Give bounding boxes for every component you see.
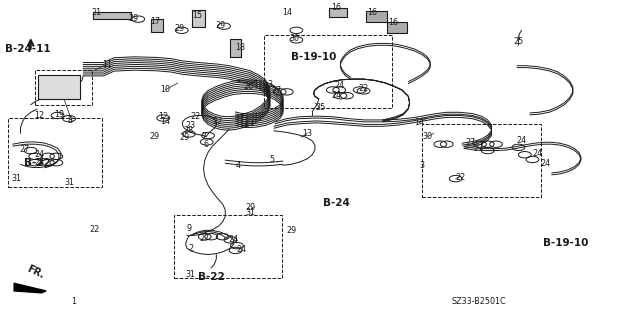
Text: 15: 15 bbox=[192, 11, 202, 20]
Bar bbox=[230, 39, 241, 57]
Text: FR.: FR. bbox=[25, 264, 45, 281]
Text: 21: 21 bbox=[91, 8, 101, 17]
Text: B-24-11: B-24-11 bbox=[5, 44, 51, 55]
Text: B-22: B-22 bbox=[24, 158, 51, 168]
Text: 27: 27 bbox=[19, 145, 29, 154]
Text: 14: 14 bbox=[160, 117, 170, 126]
Bar bbox=[38, 75, 80, 99]
Text: 24: 24 bbox=[331, 91, 341, 100]
Text: 25: 25 bbox=[315, 103, 325, 112]
Text: 31: 31 bbox=[186, 271, 196, 279]
Text: 24: 24 bbox=[237, 245, 247, 254]
Text: 27: 27 bbox=[271, 86, 282, 95]
Bar bbox=[264, 35, 392, 108]
Text: 29: 29 bbox=[174, 24, 184, 33]
Text: 27: 27 bbox=[474, 144, 484, 153]
Text: 14: 14 bbox=[282, 8, 292, 17]
Text: 30: 30 bbox=[289, 34, 300, 43]
Text: 2: 2 bbox=[188, 244, 193, 253]
Polygon shape bbox=[14, 283, 46, 293]
Text: 16: 16 bbox=[388, 18, 399, 27]
Text: 14: 14 bbox=[414, 118, 424, 127]
Text: 30: 30 bbox=[422, 132, 433, 141]
Text: 28: 28 bbox=[184, 126, 194, 135]
Text: 17: 17 bbox=[150, 17, 160, 26]
Text: SZ33-B2501C: SZ33-B2501C bbox=[451, 297, 506, 306]
Text: 24: 24 bbox=[228, 235, 239, 244]
Text: 27: 27 bbox=[465, 138, 476, 147]
Bar bbox=[151, 19, 163, 32]
Text: 11: 11 bbox=[102, 60, 113, 69]
Text: 24: 24 bbox=[516, 136, 527, 145]
Text: 3: 3 bbox=[420, 161, 425, 170]
Text: 22: 22 bbox=[358, 84, 369, 93]
Text: 16: 16 bbox=[367, 8, 378, 17]
Text: 19: 19 bbox=[54, 110, 64, 119]
Text: 12: 12 bbox=[35, 111, 45, 120]
Text: 31: 31 bbox=[64, 178, 74, 187]
Text: 26: 26 bbox=[243, 82, 253, 91]
Text: 24: 24 bbox=[35, 150, 45, 159]
Text: 7: 7 bbox=[201, 132, 206, 141]
Text: 22: 22 bbox=[212, 117, 223, 126]
Text: 31: 31 bbox=[11, 174, 21, 183]
Bar bbox=[192, 10, 205, 27]
Text: 29: 29 bbox=[150, 132, 160, 141]
Text: 22: 22 bbox=[456, 173, 466, 182]
Text: 29: 29 bbox=[216, 21, 226, 30]
Bar bbox=[387, 21, 407, 33]
Text: 4: 4 bbox=[236, 161, 241, 170]
Text: 5: 5 bbox=[269, 155, 275, 164]
Text: 12: 12 bbox=[158, 112, 168, 121]
Bar bbox=[329, 8, 347, 17]
Bar bbox=[93, 12, 131, 19]
Text: 29: 29 bbox=[179, 133, 189, 142]
Text: 18: 18 bbox=[235, 43, 245, 52]
Text: B-19-10: B-19-10 bbox=[543, 238, 588, 248]
Text: 13: 13 bbox=[302, 129, 312, 138]
Text: 29: 29 bbox=[246, 204, 256, 212]
Text: 31: 31 bbox=[246, 208, 256, 217]
Text: 8: 8 bbox=[68, 116, 73, 125]
Text: B-22: B-22 bbox=[198, 272, 225, 282]
Text: 10: 10 bbox=[160, 85, 170, 94]
Text: 27: 27 bbox=[200, 234, 210, 243]
Bar bbox=[174, 215, 282, 278]
Text: 22: 22 bbox=[90, 225, 100, 234]
Text: 3: 3 bbox=[268, 80, 273, 89]
Bar bbox=[422, 124, 541, 197]
Text: 24: 24 bbox=[334, 81, 344, 90]
Bar bbox=[8, 118, 102, 187]
Text: 16: 16 bbox=[331, 4, 341, 12]
Text: 24: 24 bbox=[540, 159, 550, 168]
Text: 23: 23 bbox=[186, 121, 196, 130]
Text: 9: 9 bbox=[186, 224, 191, 233]
Text: 29: 29 bbox=[286, 226, 296, 235]
Text: 6: 6 bbox=[204, 140, 209, 149]
Text: 25: 25 bbox=[513, 37, 524, 46]
Text: 1: 1 bbox=[71, 297, 76, 306]
Bar bbox=[35, 70, 92, 105]
Text: 24: 24 bbox=[35, 158, 45, 167]
Text: B-19-10: B-19-10 bbox=[291, 52, 337, 63]
Text: B-24: B-24 bbox=[323, 197, 350, 208]
Text: 22: 22 bbox=[190, 112, 200, 121]
Text: 29: 29 bbox=[128, 14, 138, 23]
Text: 24: 24 bbox=[532, 149, 543, 158]
Bar bbox=[366, 11, 387, 22]
